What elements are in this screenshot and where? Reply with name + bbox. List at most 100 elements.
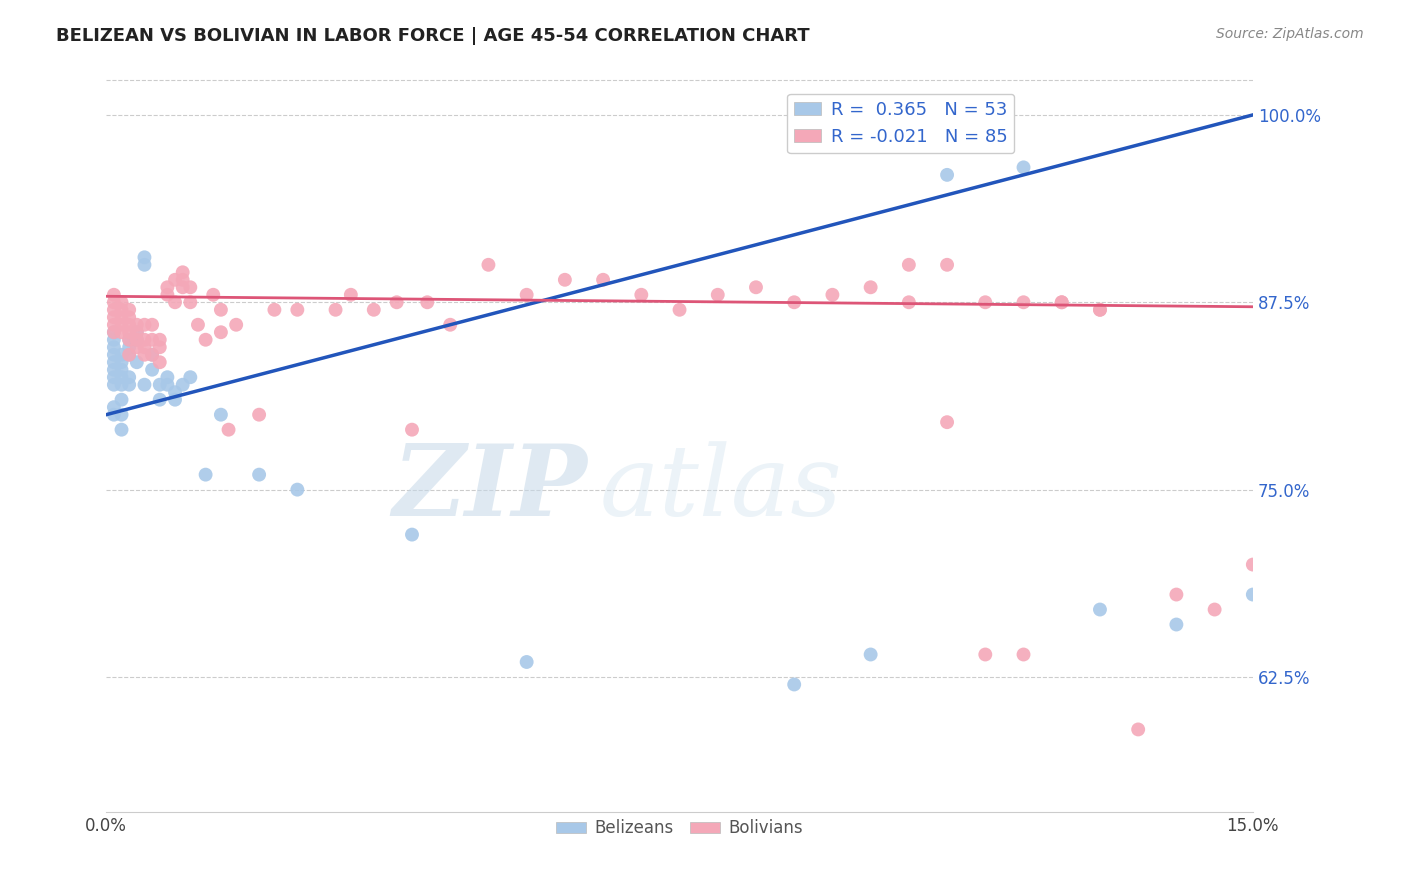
Point [125,333,148,347]
Legend: Belizeans, Bolivians: Belizeans, Bolivians [550,813,810,844]
Point [516,287,538,301]
Point [179,295,201,310]
Point [516,655,538,669]
Point [110,355,132,369]
Point [783,677,806,691]
Point [1166,588,1188,602]
Point [118,310,141,325]
Point [110,295,132,310]
Point [439,318,461,332]
Point [118,377,141,392]
Point [859,280,882,294]
Point [363,302,385,317]
Point [125,325,148,339]
Point [149,392,172,407]
Point [110,392,132,407]
Point [134,250,156,264]
Point [149,333,172,347]
Point [141,318,163,332]
Point [1088,602,1111,616]
Point [172,265,194,279]
Point [110,377,132,392]
Point [163,273,186,287]
Point [179,280,201,294]
Point [103,348,125,362]
Point [134,348,156,362]
Point [110,348,132,362]
Point [247,408,270,422]
Point [1012,295,1035,310]
Point [477,258,499,272]
Point [134,340,156,354]
Point [554,273,576,287]
Point [110,302,132,317]
Text: Source: ZipAtlas.com: Source: ZipAtlas.com [1216,27,1364,41]
Point [218,423,240,437]
Point [745,280,768,294]
Point [156,370,179,384]
Point [118,302,141,317]
Point [103,362,125,376]
Point [163,392,186,407]
Point [134,377,156,392]
Point [936,168,959,182]
Point [110,325,132,339]
Point [1241,558,1264,572]
Point [385,295,408,310]
Point [103,295,125,310]
Point [103,310,125,325]
Point [897,258,920,272]
Point [1050,295,1073,310]
Point [936,415,959,429]
Point [110,408,132,422]
Point [1166,617,1188,632]
Point [103,333,125,347]
Point [974,648,997,662]
Point [110,370,132,384]
Point [103,325,125,339]
Point [247,467,270,482]
Point [118,333,141,347]
Point [172,273,194,287]
Point [263,302,285,317]
Point [103,287,125,301]
Point [125,355,148,369]
Point [134,333,156,347]
Point [149,355,172,369]
Point [783,295,806,310]
Point [630,287,652,301]
Point [125,340,148,354]
Point [103,408,125,422]
Point [141,348,163,362]
Point [172,377,194,392]
Point [118,325,141,339]
Point [179,370,201,384]
Point [149,340,172,354]
Point [118,333,141,347]
Point [110,318,132,332]
Point [974,295,997,310]
Point [125,325,148,339]
Point [110,362,132,376]
Point [1012,648,1035,662]
Point [118,318,141,332]
Point [706,287,728,301]
Point [194,467,217,482]
Point [1012,161,1035,175]
Point [1088,302,1111,317]
Point [163,295,186,310]
Point [103,318,125,332]
Point [103,325,125,339]
Point [103,377,125,392]
Point [897,295,920,310]
Point [149,377,172,392]
Point [141,333,163,347]
Point [118,348,141,362]
Point [592,273,614,287]
Point [125,333,148,347]
Text: BELIZEAN VS BOLIVIAN IN LABOR FORCE | AGE 45-54 CORRELATION CHART: BELIZEAN VS BOLIVIAN IN LABOR FORCE | AG… [56,27,810,45]
Point [125,318,148,332]
Point [285,483,308,497]
Point [103,302,125,317]
Point [1088,302,1111,317]
